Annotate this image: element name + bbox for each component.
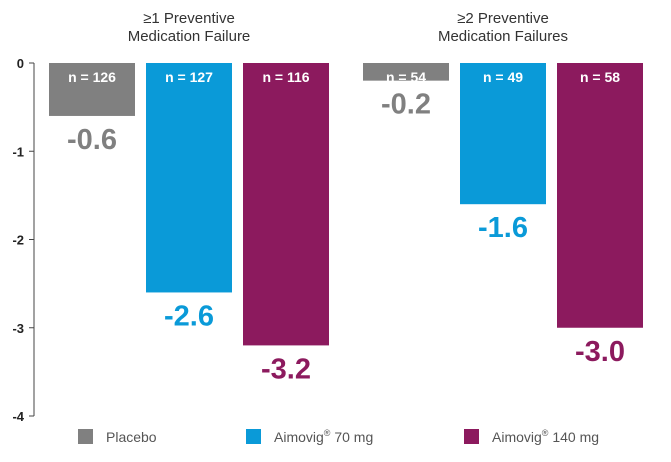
legend-label: Aimovig® 70 mg	[274, 428, 373, 445]
legend-swatch	[246, 429, 261, 444]
legend-swatch	[464, 429, 479, 444]
bar	[49, 63, 135, 116]
bar	[243, 63, 329, 346]
legend-label: Placebo	[106, 429, 157, 445]
n-label: n = 58	[580, 69, 620, 85]
n-label: n = 126	[68, 69, 116, 85]
y-tick-label: 0	[17, 56, 24, 71]
group-title-line1: ≥1 Preventive	[143, 10, 235, 27]
n-label: n = 127	[165, 69, 213, 85]
bar	[557, 63, 643, 328]
group-title-line1: ≥2 Preventive	[457, 10, 549, 27]
value-label: -2.6	[164, 300, 214, 332]
y-tick-label: -1	[12, 144, 24, 159]
y-tick-label: -4	[12, 409, 24, 424]
group-title-line2: Medication Failure	[128, 28, 251, 45]
n-label: n = 54	[386, 69, 426, 85]
bar	[460, 63, 546, 205]
n-label: n = 116	[262, 69, 309, 85]
value-label: -3.0	[575, 336, 625, 368]
value-label: -3.2	[261, 353, 311, 385]
n-label: n = 49	[483, 69, 523, 85]
value-label: -1.6	[478, 212, 528, 244]
y-tick-label: -3	[12, 321, 24, 336]
bar	[363, 63, 449, 81]
legend-swatch	[78, 429, 93, 444]
value-label: -0.6	[67, 124, 117, 156]
value-label: -0.2	[381, 89, 431, 121]
legend-label: Aimovig® 140 mg	[492, 428, 599, 445]
group-title-line2: Medication Failures	[438, 28, 568, 45]
y-tick-label: -2	[12, 233, 24, 248]
bar	[146, 63, 232, 293]
